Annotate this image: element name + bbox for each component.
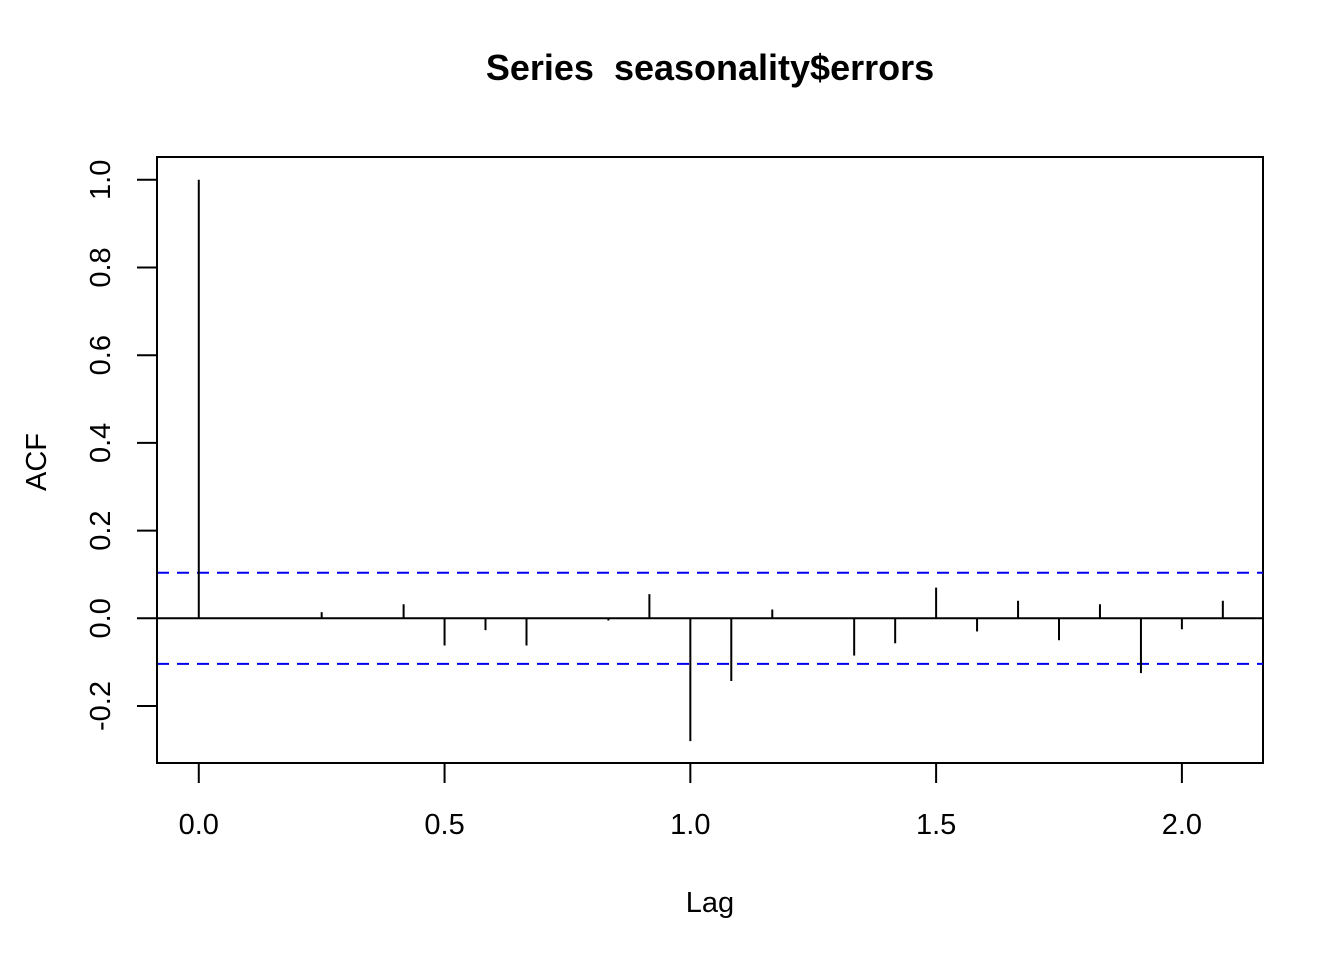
confidence-bounds — [157, 571, 1263, 665]
y-tick-label: 0.4 — [85, 423, 117, 463]
y-axis: -0.2 0.0 0.2 0.4 0.6 0.8 1.0 — [85, 160, 158, 731]
y-tick-label: 0.2 — [85, 510, 117, 550]
y-tick-label: 0.8 — [85, 247, 117, 287]
acf-bars — [197, 179, 1224, 742]
x-tick-label: 0.0 — [179, 809, 219, 841]
x-tick-label: 0.5 — [424, 809, 464, 841]
y-tick-label: 1.0 — [85, 160, 117, 200]
x-tick-label: 2.0 — [1162, 809, 1202, 841]
y-tick-label: 0.0 — [85, 598, 117, 638]
y-tick-label: 0.6 — [85, 335, 117, 375]
x-tick-label: 1.5 — [916, 809, 956, 841]
x-axis: 0.0 0.5 1.0 1.5 2.0 — [179, 762, 1202, 841]
y-tick-label: -0.2 — [85, 681, 117, 731]
x-axis-title: Lag — [686, 887, 734, 919]
chart-title: Series seasonality$errors — [486, 47, 934, 88]
plot-frame — [156, 156, 1264, 764]
x-tick-label: 1.0 — [670, 809, 710, 841]
y-axis-title: ACF — [21, 433, 53, 491]
